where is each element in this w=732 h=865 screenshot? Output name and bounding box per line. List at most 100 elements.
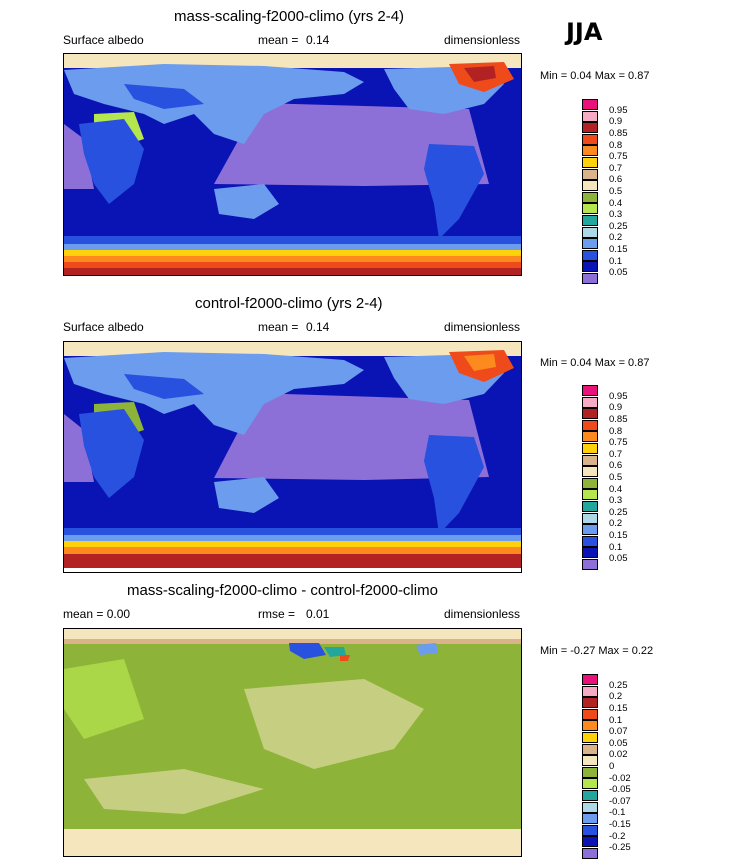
- panel-2-min-max: Min = 0.04 Max = 0.87: [540, 357, 650, 369]
- legend-label: -0.15: [609, 819, 631, 830]
- legend-color-box: [582, 145, 598, 157]
- legend-label: 0.95: [609, 104, 628, 116]
- panel-2-map: [63, 341, 522, 573]
- map-bottom-edge: [64, 568, 521, 572]
- legend-label: 0.9: [609, 402, 623, 414]
- legend-label: 0.1: [609, 714, 623, 726]
- season-label: JJA: [566, 18, 603, 46]
- legend-color-box: [582, 801, 598, 813]
- legend-label: 0: [609, 761, 615, 772]
- panel-1-title: mass-scaling-f2000-climo (yrs 2-4): [174, 8, 405, 25]
- legend-label: 0.75: [609, 151, 628, 163]
- arctic-edge: [64, 639, 521, 644]
- panel-3-map: [63, 628, 522, 857]
- seaice-band-1: [64, 535, 521, 542]
- legend-color-box: [582, 443, 598, 454]
- legend-color-box: [582, 466, 598, 478]
- legend-color-box: [582, 180, 598, 192]
- legend-color-box: [582, 431, 598, 443]
- kamchatka-positive: [340, 655, 350, 661]
- legend-color-box: [582, 226, 598, 238]
- legend-color-box: [582, 708, 598, 720]
- panel-2-map-svg: [64, 342, 521, 572]
- legend-label: 0.05: [609, 737, 628, 749]
- legend-color-box: [582, 524, 598, 536]
- legend-label: 0.6: [609, 174, 623, 186]
- legend-color-box: [582, 535, 598, 547]
- legend-color-box: [582, 512, 598, 524]
- legend-color-box: [582, 168, 598, 180]
- legend-color-box: [582, 385, 598, 396]
- legend-color-box: [582, 238, 598, 250]
- greenland-interior: [464, 66, 496, 82]
- legend-color-box: [582, 790, 598, 801]
- legend-label: 0.7: [609, 162, 623, 174]
- legend-label: 0.75: [609, 437, 628, 449]
- panel-2-mean-label: mean =: [258, 320, 299, 334]
- legend-color-box: [582, 133, 598, 145]
- legend-color-box: [582, 755, 598, 767]
- greenland-negative: [416, 643, 438, 655]
- panel-3-units: dimensionless: [444, 607, 521, 621]
- legend-label: -0.1: [609, 807, 626, 819]
- legend-label: 0.8: [609, 425, 623, 437]
- seaice-band-1: [64, 244, 521, 252]
- legend-color-box: [582, 122, 598, 134]
- legend-label: 0.9: [609, 116, 623, 128]
- seaice-band-3: [64, 256, 521, 264]
- legend-color-box: [582, 419, 598, 431]
- panel-1-units: dimensionless: [444, 33, 521, 47]
- pacific-low-albedo: [214, 392, 489, 480]
- siberia-negative: [289, 643, 326, 659]
- atlantic-low-albedo: [64, 414, 94, 482]
- australia: [214, 477, 279, 513]
- legend-label: 0.15: [609, 244, 628, 255]
- antarctica-interior: [64, 268, 521, 275]
- africa: [79, 409, 144, 498]
- legend-color-box: [582, 547, 598, 559]
- legend-label: 0.02: [609, 749, 628, 761]
- legend-label: 0.07: [609, 726, 628, 738]
- africa-diff: [64, 659, 144, 739]
- antarctica: [64, 835, 521, 856]
- legend-color-box: [582, 685, 598, 697]
- panel-2-units: dimensionless: [444, 320, 521, 334]
- panel-1-min-max: Min = 0.04 Max = 0.87: [540, 70, 650, 82]
- eurasia: [64, 64, 364, 144]
- legend-color-box: [582, 396, 598, 408]
- seaice-band-2: [64, 541, 521, 548]
- siberia-negative-2: [324, 647, 346, 657]
- legend-color-box: [582, 203, 598, 215]
- legend-color-box: [582, 848, 598, 859]
- legend-color-box: [582, 489, 598, 501]
- legend-label: 0.85: [609, 128, 628, 139]
- legend-label: 0.3: [609, 209, 623, 221]
- legend-color-box: [582, 249, 598, 261]
- seaice-edge: [64, 236, 521, 246]
- greenland-interior: [464, 354, 496, 371]
- panel-3-rmse-value: 0.01: [306, 607, 330, 621]
- south-america: [424, 144, 484, 239]
- legend-label: 0.25: [609, 220, 628, 232]
- panel-1-variable-label: Surface albedo: [63, 33, 144, 47]
- legend-color-box: [582, 674, 598, 685]
- legend-color-box: [582, 778, 598, 790]
- legend-color-box: [582, 743, 598, 755]
- legend-label: 0.5: [609, 472, 623, 483]
- legend-color-box: [582, 273, 598, 284]
- australia: [214, 184, 279, 219]
- panel-3-mean-label: mean = 0.00: [63, 607, 131, 621]
- legend-color-box: [582, 110, 598, 122]
- legend-label: 0.1: [609, 255, 623, 267]
- central-asia: [124, 374, 204, 399]
- legend-label: 0.6: [609, 460, 623, 472]
- panel-1-mean-value: 0.14: [306, 33, 330, 47]
- legend-color-box: [582, 697, 598, 709]
- panel-1-map: [63, 53, 522, 276]
- legend-label: 0.5: [609, 186, 623, 197]
- legend-color-box: [582, 454, 598, 466]
- legend-label: -0.07: [609, 795, 631, 807]
- legend-label: 0.05: [609, 553, 628, 565]
- panel-3-min-max: Min = -0.27 Max = 0.22: [540, 645, 654, 657]
- legend-label: 0.1: [609, 541, 623, 553]
